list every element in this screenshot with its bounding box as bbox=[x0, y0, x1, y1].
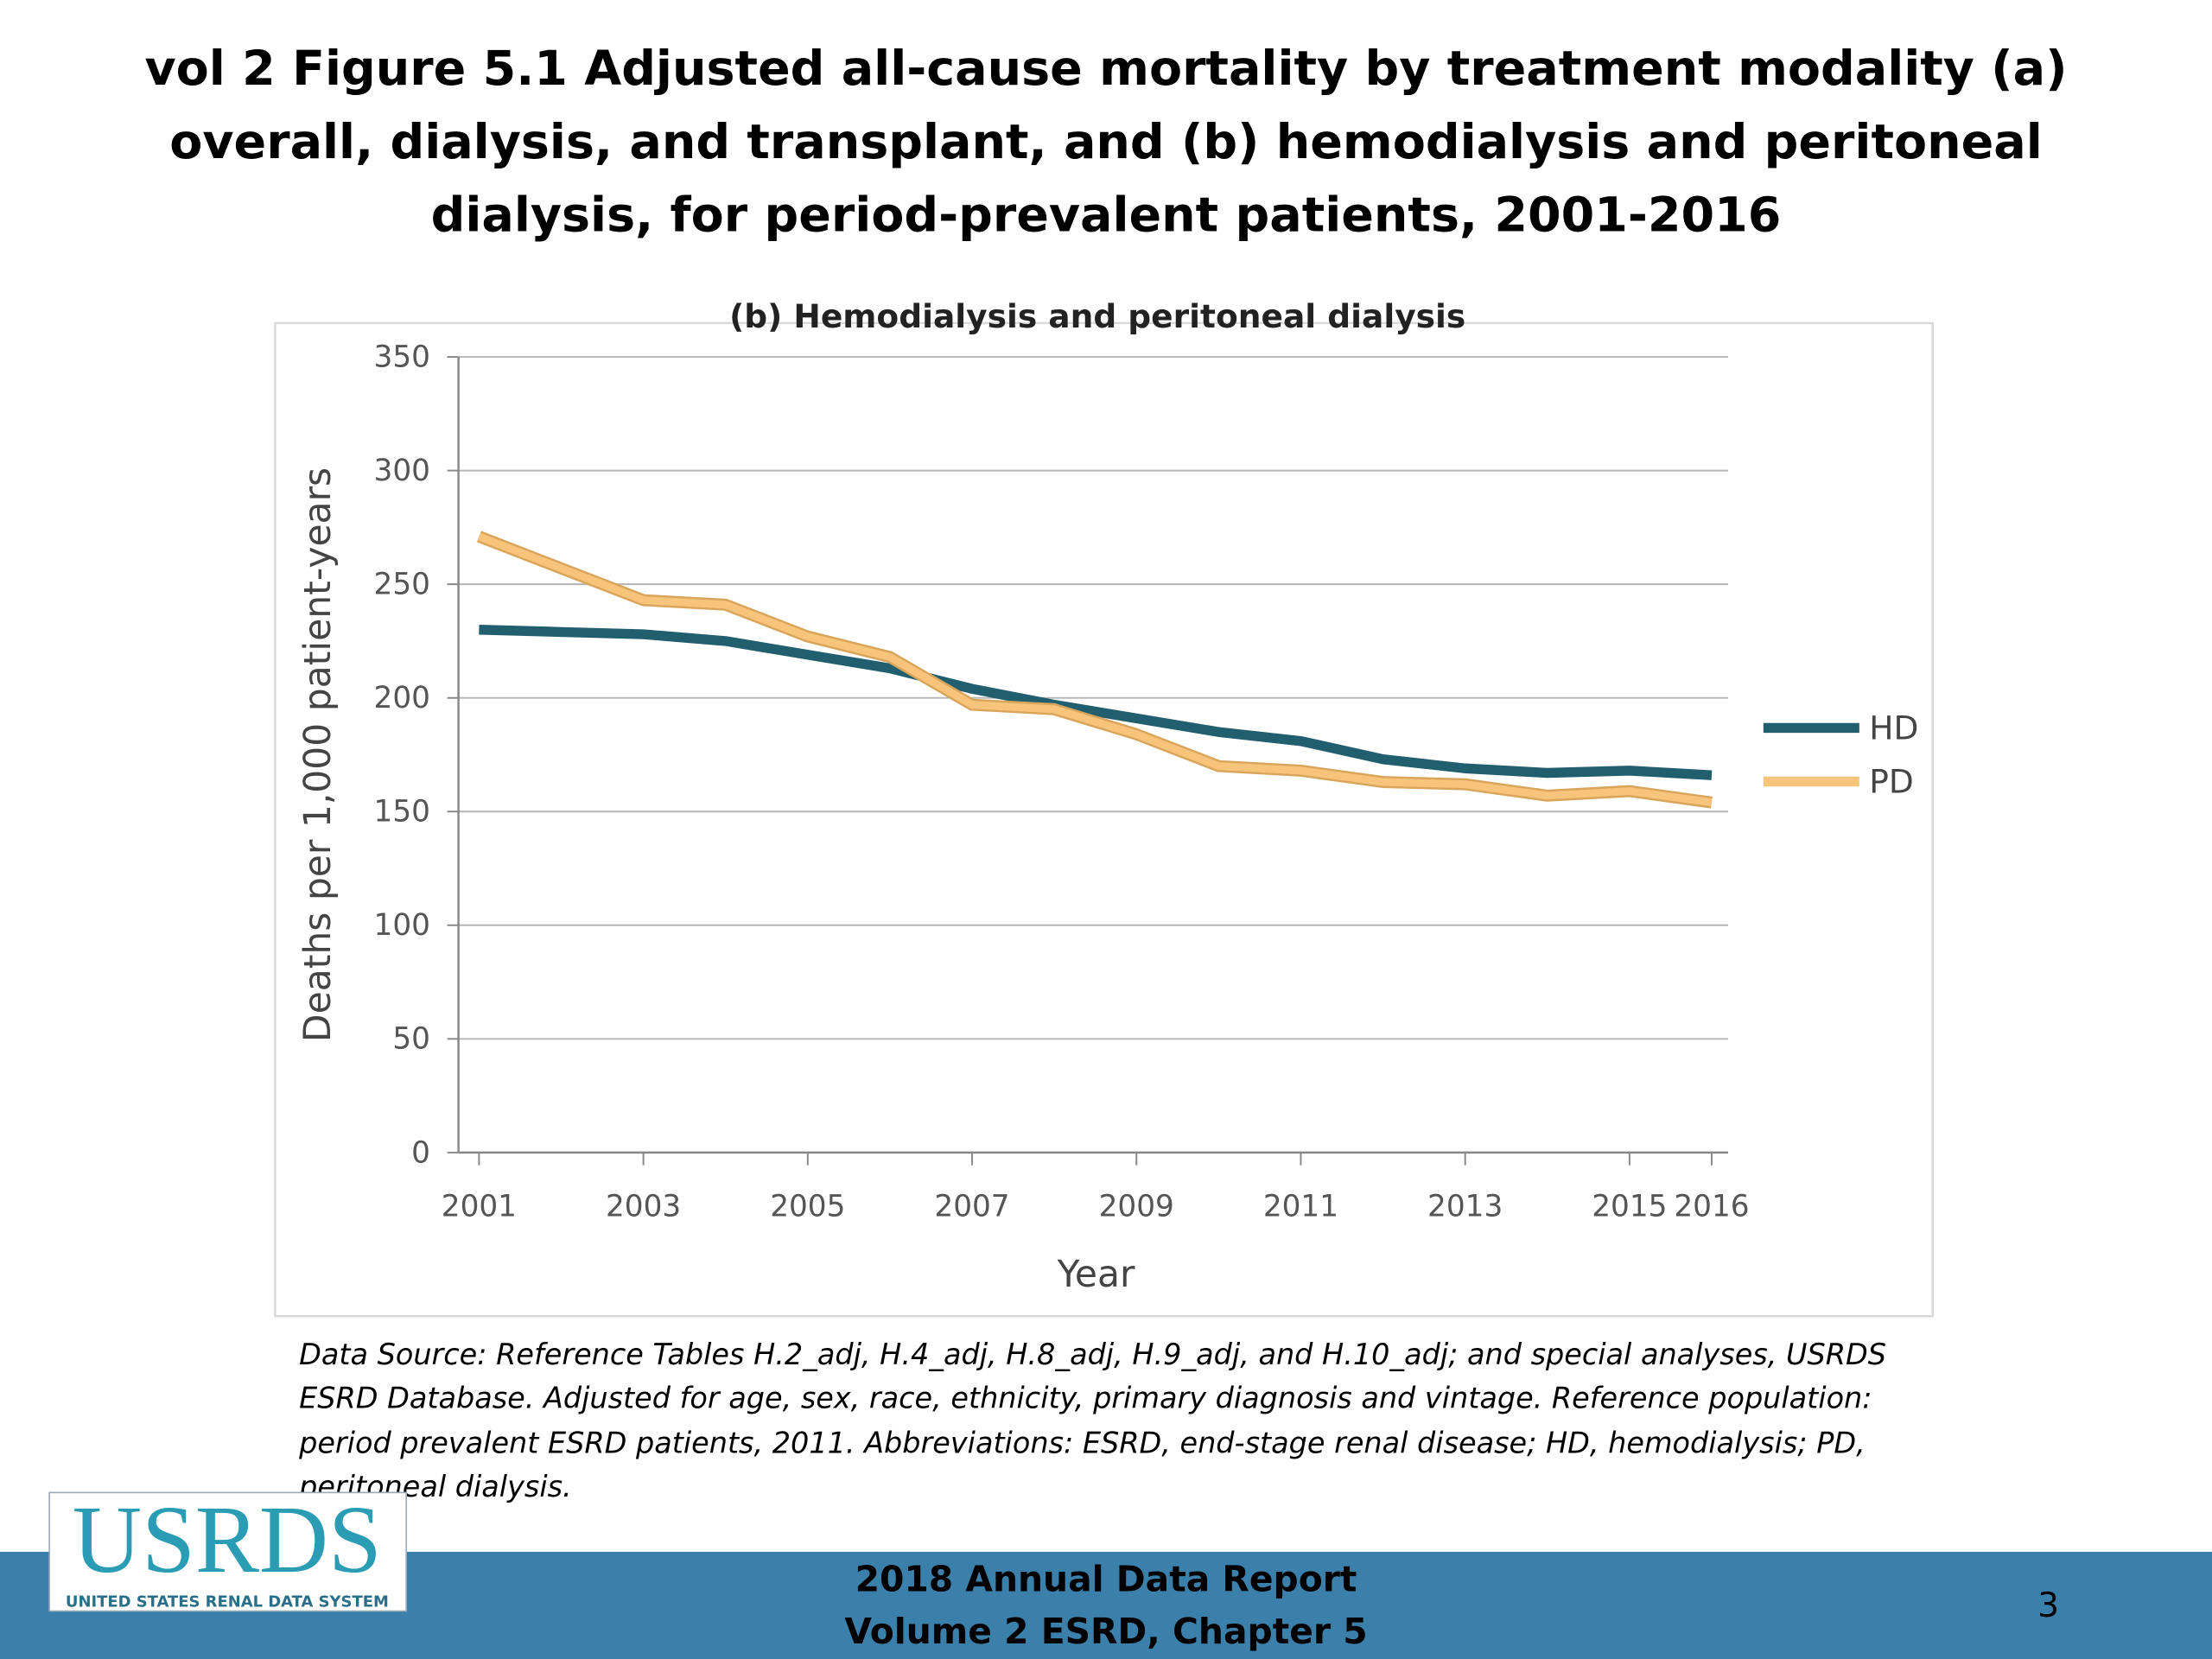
slide-title: overall, dialysis, and transplant, and (… bbox=[169, 114, 2042, 170]
x-tick-label: 2009 bbox=[1099, 1189, 1174, 1224]
note: Data Source: Reference Tables H.2_adj, H… bbox=[299, 1338, 1886, 1371]
slide-title: dialysis, for period-prevalent patients,… bbox=[431, 188, 1782, 244]
footer-text: 2018 Annual Data Report bbox=[855, 1559, 1357, 1600]
logo: USRDS bbox=[73, 1487, 382, 1593]
y-tick-label: 200 bbox=[374, 681, 430, 715]
slide-title: vol 2 Figure 5.1 Adjusted all-cause mort… bbox=[144, 41, 2067, 97]
x-tick-label: 2003 bbox=[606, 1189, 681, 1224]
legend-label: PD bbox=[1869, 763, 1914, 801]
note: ESRD Database. Adjusted for age, sex, ra… bbox=[299, 1381, 1872, 1414]
series-line bbox=[477, 532, 1713, 807]
x-tick-label: 2011 bbox=[1263, 1189, 1338, 1224]
y-tick-label: 300 bbox=[374, 454, 430, 488]
y-tick-label: 0 bbox=[411, 1135, 430, 1170]
x-tick-label: 2016 bbox=[1674, 1189, 1749, 1224]
y-tick-label: 250 bbox=[374, 568, 430, 602]
x-tick-label: 2007 bbox=[934, 1189, 1009, 1224]
x-axis-label: Year bbox=[1057, 1254, 1135, 1296]
x-tick-label: 2015 bbox=[1592, 1189, 1667, 1224]
legend-label: HD bbox=[1869, 709, 1918, 747]
x-tick-label: 2005 bbox=[770, 1189, 845, 1224]
footer-text: Volume 2 ESRD, Chapter 5 bbox=[844, 1611, 1367, 1652]
logo-subtitle: UNITED STATES RENAL DATA SYSTEM bbox=[66, 1593, 389, 1611]
note: period prevalent ESRD patients, 2011. Ab… bbox=[298, 1427, 1866, 1460]
y-tick-label: 50 bbox=[392, 1022, 430, 1057]
series-line bbox=[479, 625, 1713, 780]
y-axis-label: Deaths per 1,000 patient-years bbox=[297, 467, 340, 1042]
x-tick-label: 2013 bbox=[1427, 1189, 1503, 1224]
y-tick-label: 100 bbox=[374, 908, 430, 943]
chart-frame bbox=[274, 321, 1934, 1318]
x-tick-label: 2001 bbox=[442, 1189, 517, 1224]
logo-box bbox=[48, 1491, 408, 1612]
page-number: 3 bbox=[2037, 1586, 2059, 1625]
chart-title: (b) Hemodialysis and peritoneal dialysis bbox=[729, 297, 1465, 335]
y-tick-label: 350 bbox=[374, 340, 430, 374]
y-tick-label: 150 bbox=[374, 795, 430, 830]
